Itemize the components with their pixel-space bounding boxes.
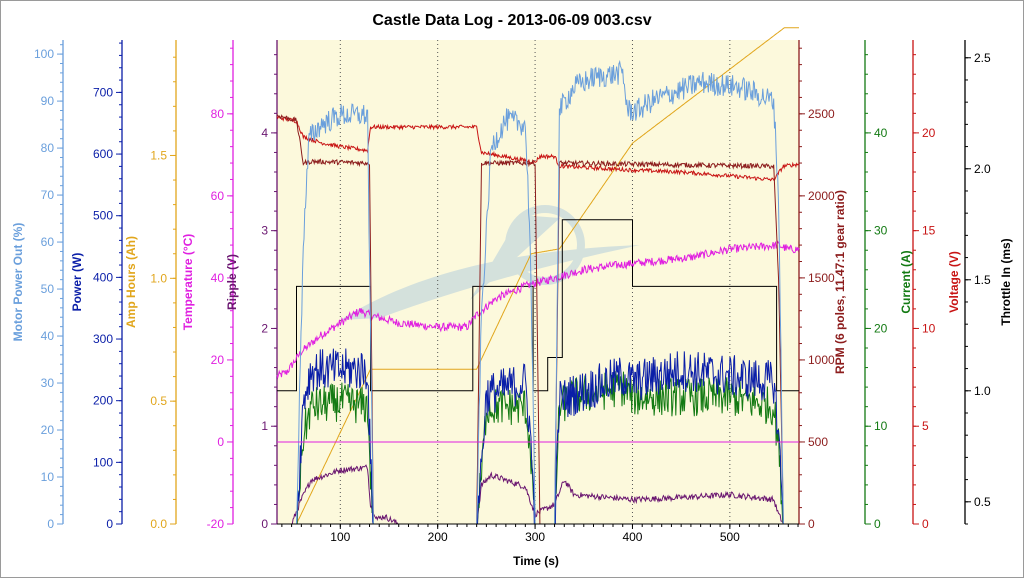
axis-tick-label: 20 bbox=[874, 321, 888, 335]
axis-tick-label: 30 bbox=[874, 224, 888, 238]
x-tick-label: 400 bbox=[622, 530, 642, 544]
series-line bbox=[276, 114, 799, 525]
series-line bbox=[276, 115, 800, 182]
axis-tick-label: 1000 bbox=[808, 353, 835, 367]
axis-tick-label: 40 bbox=[874, 126, 888, 140]
axis-tick-label: 0 bbox=[874, 517, 881, 531]
axis-tick-label: 20 bbox=[41, 423, 55, 437]
axis-tick-label: 10 bbox=[922, 321, 936, 335]
axis-tick-label: 0 bbox=[261, 517, 268, 531]
axis-title: Voltage (V) bbox=[947, 251, 961, 313]
axis-tick-label: 10 bbox=[41, 470, 55, 484]
axis-tick-label: 2.0 bbox=[974, 162, 991, 176]
axis-title: Amp Hours (Ah) bbox=[124, 236, 138, 328]
x-tick-label: 500 bbox=[720, 530, 740, 544]
axis-tick-label: 0 bbox=[217, 435, 224, 449]
axis-title: Throttle In (ms) bbox=[999, 238, 1013, 325]
axis-tick-label: 4 bbox=[261, 126, 268, 140]
axis-tick-label: 2 bbox=[261, 321, 268, 335]
axis-tick-label: 200 bbox=[93, 394, 113, 408]
axis-tick-label: 100 bbox=[34, 47, 54, 61]
axis-tick-label: -20 bbox=[207, 517, 225, 531]
axis-tick-label: 400 bbox=[93, 270, 113, 284]
axis-tick-label: 15 bbox=[922, 224, 936, 238]
chart-title: Castle Data Log - 2013-06-09 003.csv bbox=[372, 12, 651, 29]
power-axis: 0 100 200 300 400 500 600 700 Power (W) bbox=[70, 40, 123, 531]
axis-title: Power (W) bbox=[70, 253, 84, 312]
axis-tick-label: 1.5 bbox=[974, 273, 991, 287]
throttle-axis: 0.5 1.0 1.5 2.0 2.5 Throttle In (ms) bbox=[964, 40, 1013, 525]
series-line bbox=[277, 464, 799, 525]
axis-tick-label: 0.5 bbox=[150, 394, 167, 408]
temp-axis: -20 0 20 40 60 80 Temperature (°C) bbox=[181, 40, 234, 531]
axis-tick-label: 0.0 bbox=[150, 517, 167, 531]
axis-title: Motor Power Out (%) bbox=[11, 223, 25, 342]
voltage-axis: 0 5 10 15 20 Voltage (V) bbox=[912, 40, 961, 531]
axis-tick-label: 1.5 bbox=[150, 148, 167, 162]
axis-tick-label: 0 bbox=[808, 517, 815, 531]
axis-tick-label: 10 bbox=[874, 419, 888, 433]
axis-tick-label: 0 bbox=[922, 517, 929, 531]
axis-tick-label: 1 bbox=[261, 419, 268, 433]
amph-axis: 0.0 0.5 1.0 1.5 Amp Hours (Ah) bbox=[124, 40, 177, 531]
axis-tick-label: 1500 bbox=[808, 271, 835, 285]
series-line bbox=[276, 240, 800, 380]
axis-tick-label: 5 bbox=[922, 419, 929, 433]
axis-title: Ripple (V) bbox=[225, 254, 239, 310]
rpm-axis: 0 500 1000 1500 2000 2500 RPM (6 poles, 11.47:… bbox=[798, 40, 847, 531]
axis-tick-label: 30 bbox=[41, 376, 55, 390]
axis-tick-label: 1.0 bbox=[974, 384, 991, 398]
axis-tick-label: 70 bbox=[41, 188, 55, 202]
axis-tick-label: 60 bbox=[211, 189, 225, 203]
axis-tick-label: 100 bbox=[93, 455, 113, 469]
x-axis-title: Time (s) bbox=[513, 554, 559, 568]
axis-tick-label: 40 bbox=[211, 271, 225, 285]
axis-tick-label: 20 bbox=[211, 353, 225, 367]
axis-title: Current (A) bbox=[899, 250, 913, 313]
axis-tick-label: 0 bbox=[106, 517, 113, 531]
axis-tick-label: 80 bbox=[211, 107, 225, 121]
series-line bbox=[277, 219, 799, 392]
axis-tick-label: 2500 bbox=[808, 107, 835, 121]
axis-tick-label: 0 bbox=[47, 517, 54, 531]
x-tick-label: 300 bbox=[525, 530, 545, 544]
axis-tick-label: 50 bbox=[41, 282, 55, 296]
axis-tick-label: 300 bbox=[93, 332, 113, 346]
axis-tick-label: 90 bbox=[41, 94, 55, 108]
axis-tick-label: 80 bbox=[41, 141, 55, 155]
x-tick-label: 200 bbox=[428, 530, 448, 544]
axis-tick-label: 0.5 bbox=[974, 495, 991, 509]
x-axis: 100 200 300 400 500 bbox=[277, 523, 799, 544]
axis-tick-label: 3 bbox=[261, 224, 268, 238]
axis-tick-label: 500 bbox=[93, 209, 113, 223]
axis-title: RPM (6 poles, 11.47:1 gear ratio) bbox=[833, 190, 847, 374]
axis-tick-label: 60 bbox=[41, 235, 55, 249]
axis-tick-label: 2.5 bbox=[974, 51, 991, 65]
ripple-axis: 0 1 2 3 4 Ripple (V) bbox=[225, 40, 278, 531]
x-tick-label: 100 bbox=[330, 530, 350, 544]
axis-title: Temperature (°C) bbox=[181, 234, 195, 331]
axis-tick-label: 1.0 bbox=[150, 271, 167, 285]
axis-tick-label: 2000 bbox=[808, 189, 835, 203]
axis-tick-label: 500 bbox=[808, 435, 828, 449]
motor-axis: 0 10 20 30 40 50 60 70 80 90 100 Motor Power Out (%… bbox=[11, 40, 64, 531]
axis-tick-label: 40 bbox=[41, 329, 55, 343]
current-axis: 0 10 20 30 40 Current (A) bbox=[864, 40, 913, 531]
axis-tick-label: 20 bbox=[922, 126, 936, 140]
axis-tick-label: 700 bbox=[93, 85, 113, 99]
axis-tick-label: 600 bbox=[93, 147, 113, 161]
